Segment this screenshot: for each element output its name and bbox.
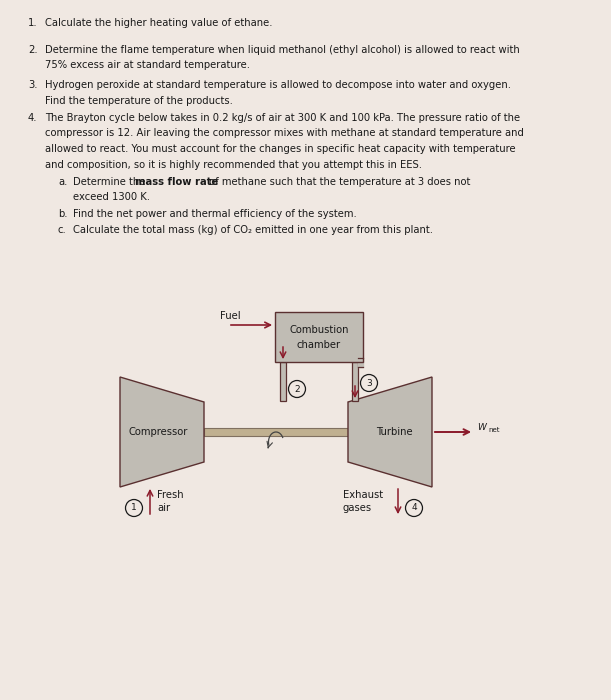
Text: Fresh: Fresh	[157, 490, 184, 500]
Text: 3: 3	[366, 379, 372, 388]
Text: Combustion: Combustion	[289, 325, 349, 335]
Text: Fuel: Fuel	[220, 311, 241, 321]
Text: compressor is 12. Air leaving the compressor mixes with methane at standard temp: compressor is 12. Air leaving the compre…	[45, 129, 524, 139]
Text: The Brayton cycle below takes in 0.2 kg/s of air at 300 K and 100 kPa. The press: The Brayton cycle below takes in 0.2 kg/…	[45, 113, 520, 123]
Text: c.: c.	[58, 225, 67, 235]
Text: Find the temperature of the products.: Find the temperature of the products.	[45, 95, 233, 106]
Text: mass flow rate: mass flow rate	[136, 177, 219, 187]
Text: 2: 2	[294, 384, 300, 393]
Bar	[352, 362, 358, 401]
Text: of methane such that the temperature at 3 does not: of methane such that the temperature at …	[206, 177, 470, 187]
Text: Calculate the higher heating value of ethane.: Calculate the higher heating value of et…	[45, 18, 273, 28]
Text: 2.: 2.	[28, 45, 38, 55]
Text: 1.: 1.	[28, 18, 38, 28]
Text: Turbine: Turbine	[376, 427, 412, 437]
Text: a.: a.	[58, 177, 67, 187]
Text: 4.: 4.	[28, 113, 37, 123]
Text: Hydrogen peroxide at standard temperature is allowed to decompose into water and: Hydrogen peroxide at standard temperatur…	[45, 80, 511, 90]
Text: gases: gases	[343, 503, 372, 513]
Text: 1: 1	[131, 503, 137, 512]
Text: Determine the: Determine the	[73, 177, 148, 187]
Text: 3.: 3.	[28, 80, 37, 90]
Polygon shape	[120, 377, 204, 487]
Text: $W$: $W$	[477, 421, 488, 433]
Text: Calculate the total mass (kg) of CO₂ emitted in one year from this plant.: Calculate the total mass (kg) of CO₂ emi…	[73, 225, 433, 235]
Bar	[280, 362, 286, 401]
Text: Determine the flame temperature when liquid methanol (ethyl alcohol) is allowed : Determine the flame temperature when liq…	[45, 45, 520, 55]
Text: exceed 1300 K.: exceed 1300 K.	[73, 193, 150, 202]
Text: chamber: chamber	[297, 340, 341, 350]
Bar	[204, 428, 348, 436]
Text: Exhaust: Exhaust	[343, 490, 383, 500]
Text: 4: 4	[411, 503, 417, 512]
Text: Compressor: Compressor	[128, 427, 188, 437]
Text: and composition, so it is highly recommended that you attempt this in EES.: and composition, so it is highly recomme…	[45, 160, 422, 169]
Text: Find the net power and thermal efficiency of the system.: Find the net power and thermal efficienc…	[73, 209, 357, 219]
Polygon shape	[348, 377, 432, 487]
Text: air: air	[157, 503, 170, 513]
Text: net: net	[488, 427, 500, 433]
Text: 75% excess air at standard temperature.: 75% excess air at standard temperature.	[45, 60, 250, 71]
Text: b.: b.	[58, 209, 67, 219]
Bar	[275, 312, 363, 362]
Text: allowed to react. You must account for the changes in specific heat capacity wit: allowed to react. You must account for t…	[45, 144, 516, 154]
